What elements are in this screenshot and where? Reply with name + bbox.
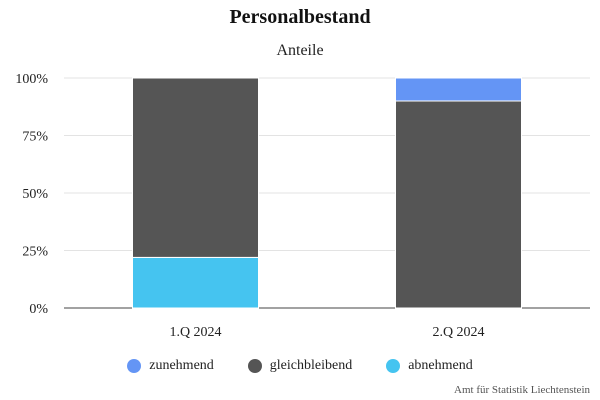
credit-text[interactable]: Amt für Statistik Liechtenstein xyxy=(454,384,590,396)
legend-label-abnehmend: abnehmend xyxy=(408,358,473,373)
x-tick-label-2: 2.Q 2024 xyxy=(432,325,484,340)
legend-label-zunehmend: zunehmend xyxy=(149,358,214,373)
chart-title: Personalbestand xyxy=(229,6,371,28)
y-tick-label-25: 25% xyxy=(22,245,48,260)
chart-subtitle: Anteile xyxy=(276,42,324,59)
y-tick-label-75: 75% xyxy=(22,130,48,145)
y-tick-label-100: 100% xyxy=(15,72,48,87)
legend: zunehmend gleichbleibend abnehmend xyxy=(0,358,600,374)
bar-zunehmend-2[interactable] xyxy=(395,77,522,102)
x-tick-label-1: 1.Q 2024 xyxy=(169,325,221,340)
legend-label-gleichbleibend: gleichbleibend xyxy=(269,358,353,373)
bar-abnehmend-1[interactable] xyxy=(132,256,259,309)
bar-gleichbleibend-1[interactable] xyxy=(132,77,259,258)
y-tick-label-0: 0% xyxy=(29,302,48,317)
legend-item-abnehmend[interactable]: abnehmend xyxy=(386,358,473,374)
legend-item-zunehmend[interactable]: zunehmend xyxy=(127,358,214,374)
legend-swatch-zunehmend xyxy=(127,359,142,373)
legend-swatch-abnehmend xyxy=(386,359,401,373)
bar-gleichbleibend-2[interactable] xyxy=(395,100,522,309)
legend-swatch-gleichbleibend xyxy=(247,359,262,373)
legend-item-gleichbleibend[interactable]: gleichbleibend xyxy=(247,358,353,374)
y-tick-label-50: 50% xyxy=(22,187,48,202)
